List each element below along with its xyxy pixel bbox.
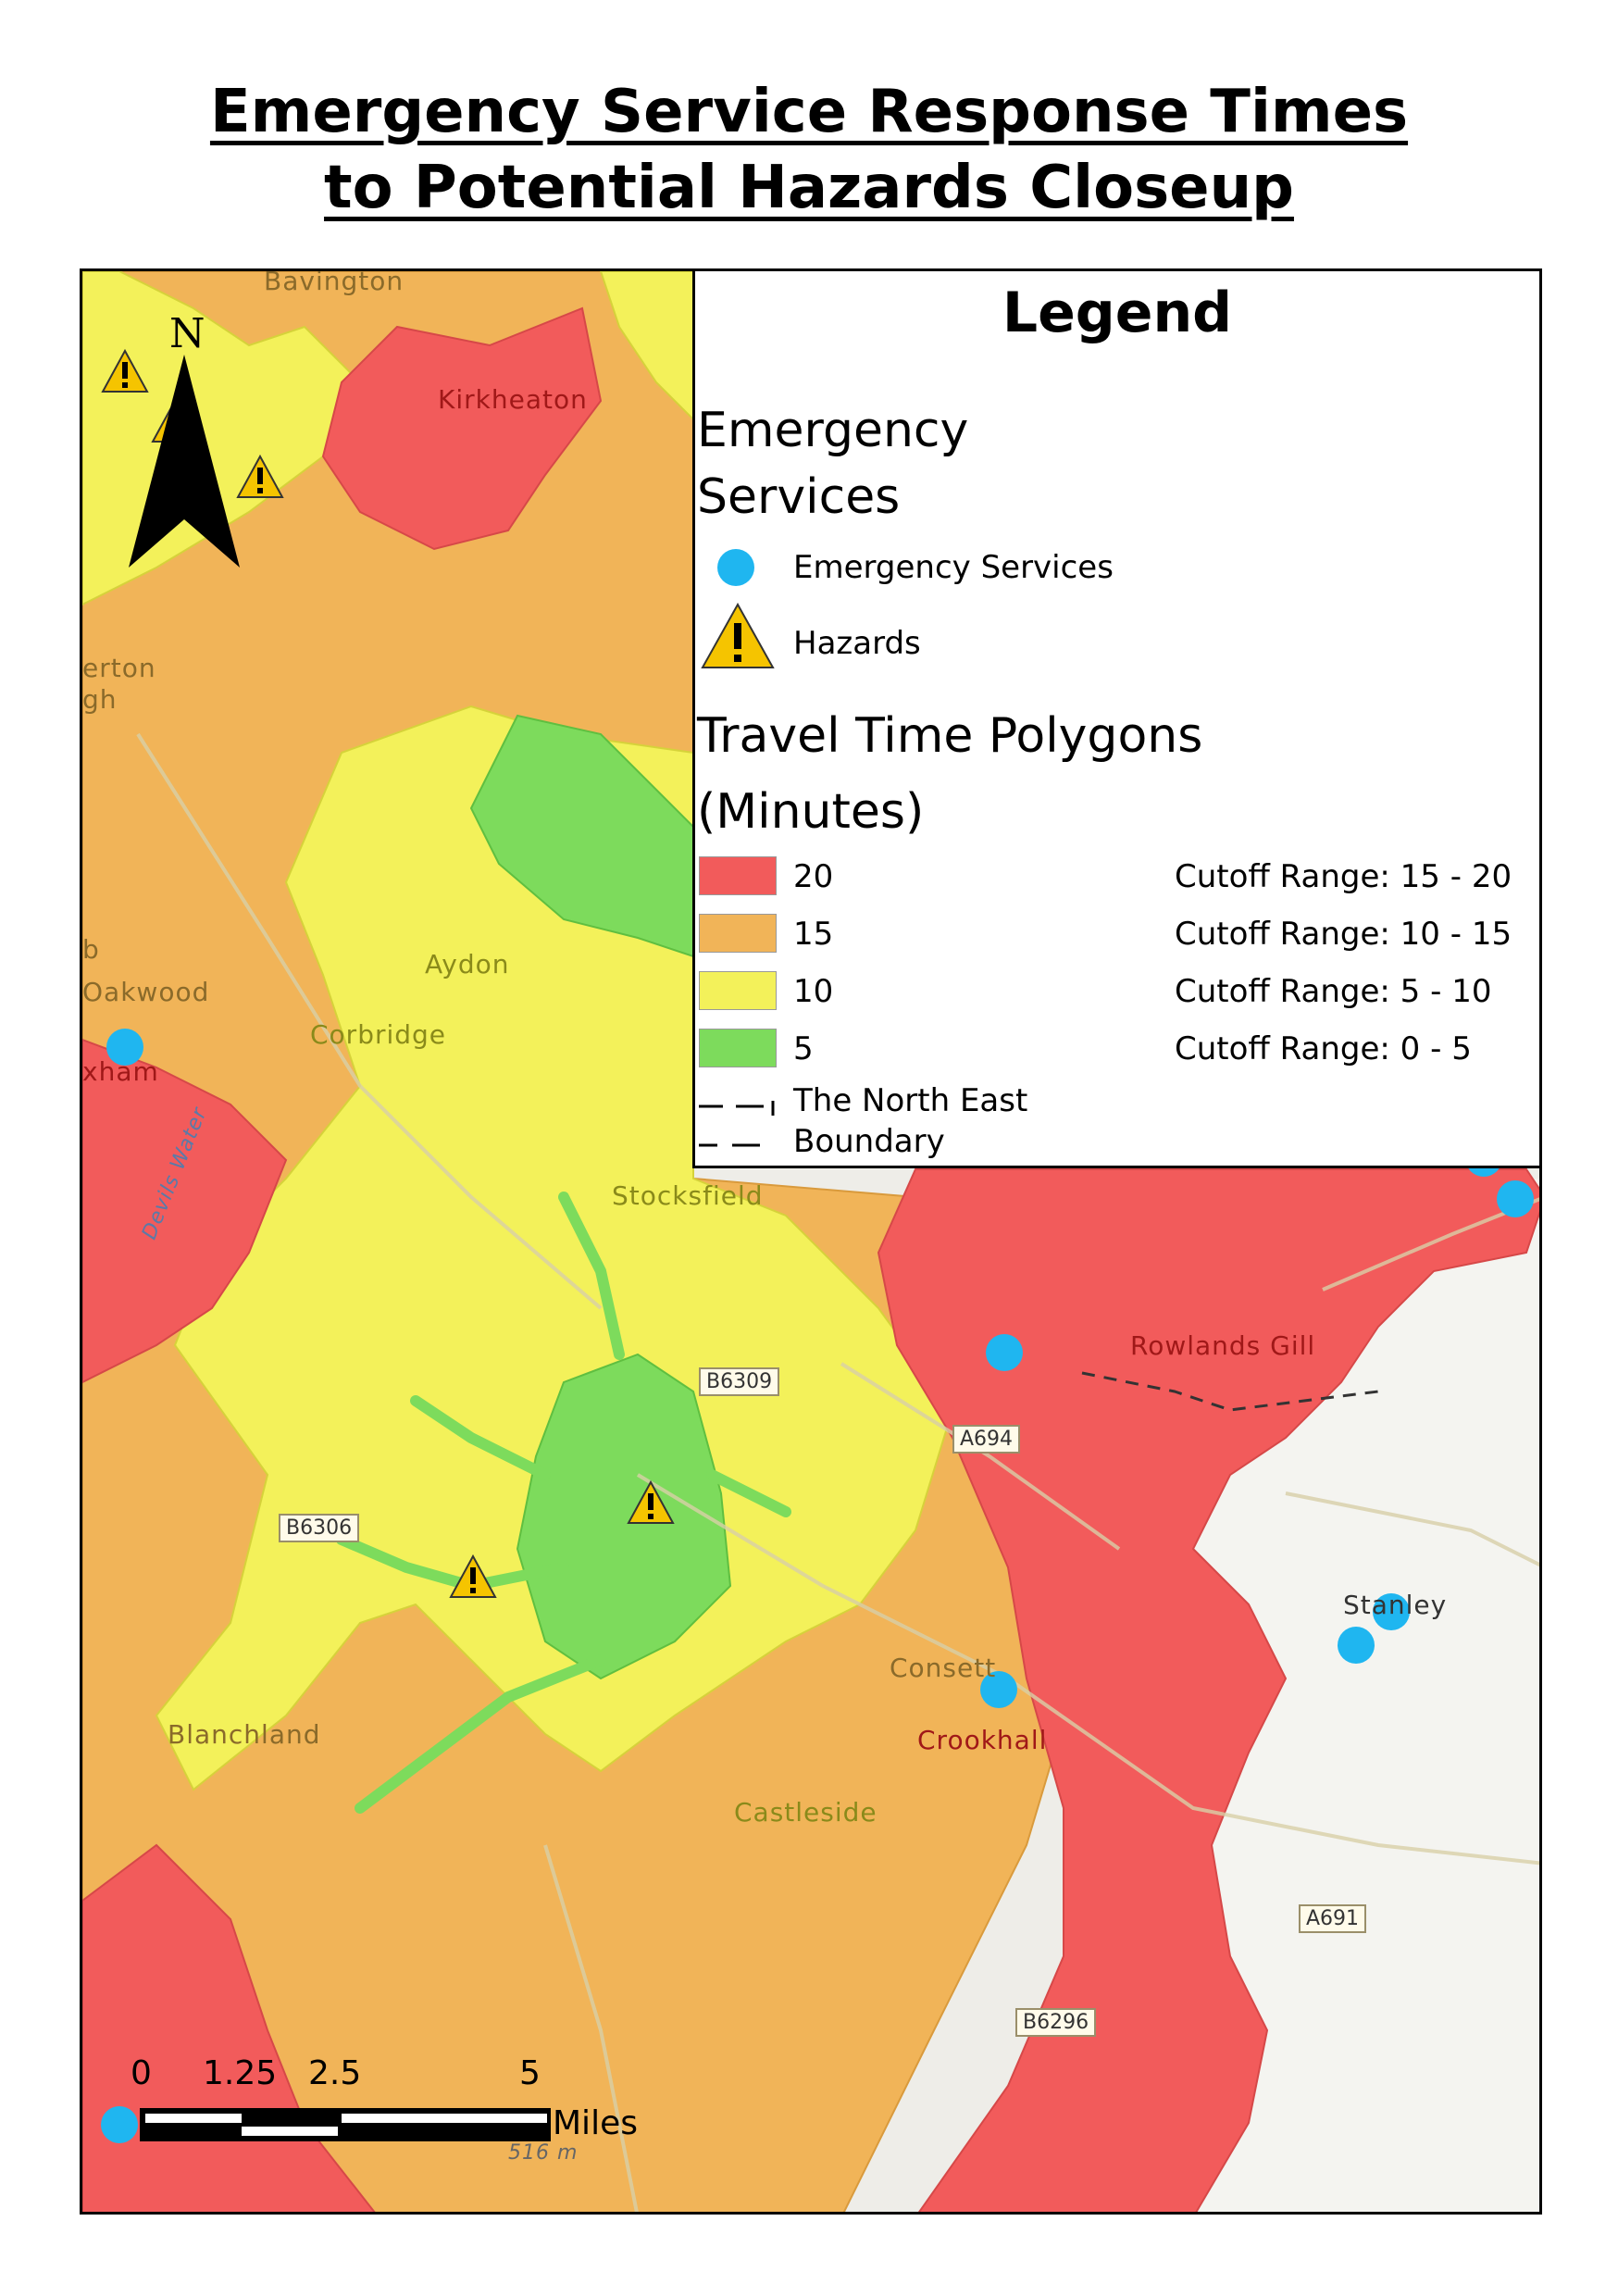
legend-boundary-line2: Boundary <box>793 1123 945 1160</box>
zone-20-kirkheaton <box>321 306 603 551</box>
hazard-icon[interactable] <box>627 1479 675 1524</box>
scale-bar <box>140 2108 551 2141</box>
legend-title: Legend <box>1002 281 1233 345</box>
hazard-icon[interactable] <box>236 454 284 498</box>
polygon-range-10: Cutoff Range: 5 - 10 <box>1175 973 1492 1010</box>
title-line-1: Emergency Service Response Times <box>209 78 1409 146</box>
polygon-range-20: Cutoff Range: 15 - 20 <box>1175 858 1512 895</box>
emergency-service-point[interactable] <box>1373 1593 1410 1630</box>
emergency-service-point[interactable] <box>101 2106 138 2143</box>
place-erton: erton <box>82 653 156 683</box>
legend: Legend Emergency Services Emergency Serv… <box>692 268 1542 1168</box>
legend-boundary-line1: The North East <box>793 1082 1028 1119</box>
place-corbridge: Corbridge <box>310 1019 447 1050</box>
swatch-5 <box>699 1029 777 1067</box>
scale-tick-1: 1.25 <box>203 2054 278 2092</box>
polygon-range-5: Cutoff Range: 0 - 5 <box>1175 1030 1472 1067</box>
place-oakwood: Oakwood <box>82 977 210 1007</box>
place-bavington: Bavington <box>264 268 404 296</box>
emergency-service-legend-icon <box>717 549 754 586</box>
zone-5-central <box>516 1353 732 1680</box>
place-blanchland: Blanchland <box>168 1719 321 1750</box>
title-line-2: to Potential Hazards Closeup <box>324 154 1294 222</box>
place-b: b <box>82 934 100 965</box>
boundary-legend-icon <box>699 1101 775 1147</box>
hazard-legend-icon <box>701 603 775 668</box>
polygon-range-15: Cutoff Range: 10 - 15 <box>1175 916 1512 953</box>
place-aydon: Aydon <box>425 949 510 980</box>
north-east-boundary <box>1081 1371 1379 1412</box>
polygon-label-15: 15 <box>793 916 834 953</box>
north-label: N <box>169 310 206 357</box>
road-label-b6296: B6296 <box>1015 2008 1097 2037</box>
polygon-label-20: 20 <box>793 858 834 895</box>
legend-emergency-item: Emergency Services <box>793 549 1114 586</box>
north-arrow <box>129 355 240 568</box>
place-stanley: Stanley <box>1343 1590 1448 1620</box>
road-label-b6309: B6309 <box>699 1367 780 1396</box>
emergency-service-point[interactable] <box>980 1671 1017 1708</box>
place-castleside: Castleside <box>734 1797 877 1828</box>
hazard-icon[interactable] <box>101 348 149 393</box>
spot-height: 516 m <box>508 2141 579 2165</box>
emergency-service-point[interactable] <box>1497 1180 1534 1217</box>
legend-travel-subheading: (Minutes) <box>697 784 925 840</box>
place-stocksfield: Stocksfield <box>612 1180 764 1211</box>
emergency-service-point[interactable] <box>986 1334 1023 1371</box>
emergency-service-point[interactable] <box>106 1029 143 1066</box>
map-title: Emergency Service Response Times to Pote… <box>0 74 1618 226</box>
legend-emergency-heading: Emergency Services <box>697 403 969 525</box>
swatch-10 <box>699 971 777 1010</box>
legend-hazards-item: Hazards <box>793 625 921 662</box>
place-kirkheaton: Kirkheaton <box>438 384 588 415</box>
zone-10-north-east <box>599 271 694 422</box>
zone-20-hexham <box>82 1038 288 1384</box>
swatch-15 <box>699 914 777 953</box>
place-rowlands-gill: Rowlands Gill <box>1130 1330 1316 1361</box>
zone-5-north <box>469 714 694 958</box>
scale-tick-3: 5 <box>519 2054 541 2092</box>
road-label-a694: A694 <box>952 1425 1021 1454</box>
place-consett: Consett <box>890 1653 997 1683</box>
zone-20-east <box>877 1168 1539 2212</box>
scale-tick-2: 2.5 <box>308 2054 362 2092</box>
polygon-label-10: 10 <box>793 973 834 1010</box>
scale-units: Miles <box>553 2104 638 2142</box>
polygon-label-5: 5 <box>793 1030 814 1067</box>
legend-travel-heading: Travel Time Polygons <box>697 708 1203 764</box>
hazard-icon[interactable] <box>449 1554 497 1598</box>
emergency-service-point[interactable] <box>1338 1627 1375 1664</box>
zone-5-roads <box>336 1192 791 1814</box>
place-crookhall: Crookhall <box>917 1725 1048 1755</box>
place-gh: gh <box>82 684 118 715</box>
place-hexham: xham <box>82 1056 159 1087</box>
scale-tick-0: 0 <box>131 2054 152 2092</box>
road-label-b6306: B6306 <box>279 1514 360 1542</box>
road-label-a691: A691 <box>1299 1904 1367 1933</box>
swatch-20 <box>699 856 777 895</box>
